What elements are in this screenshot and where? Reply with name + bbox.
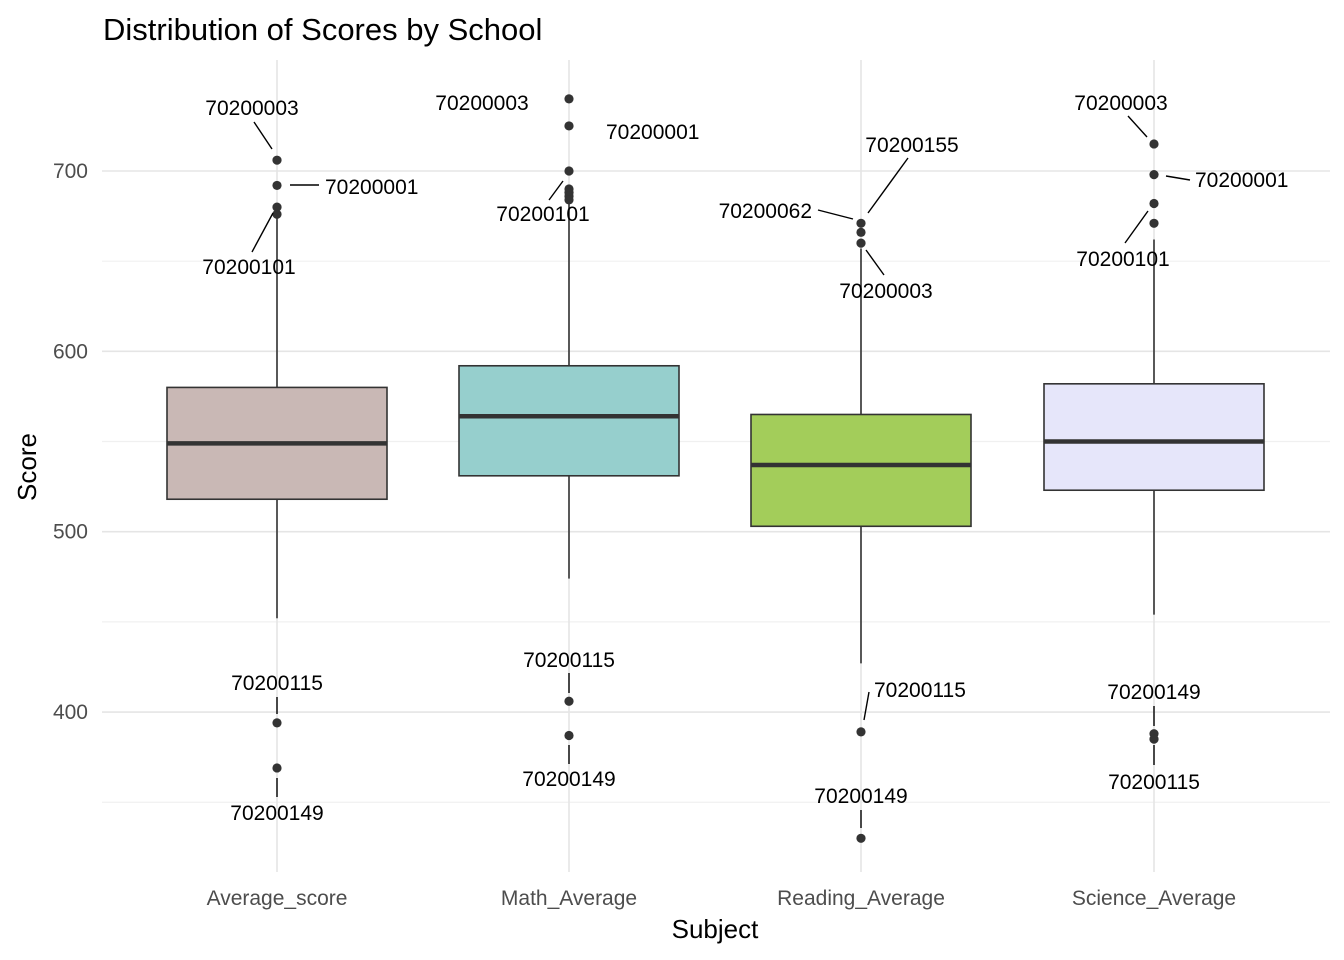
outlier-label: 70200149: [814, 785, 907, 808]
outlier-label: 70200115: [231, 672, 323, 695]
outlier-point: [1149, 218, 1159, 228]
outlier-label: 70200003: [839, 280, 932, 303]
outlier-label: 70200115: [874, 679, 966, 702]
outlier-point: [1149, 170, 1159, 180]
outlier-label: 70200101: [202, 256, 295, 279]
box-body: [1043, 383, 1265, 492]
outlier-label: 70200149: [522, 768, 615, 791]
x-tick-label: Reading_Average: [777, 887, 945, 910]
outlier-label: 70200115: [523, 649, 615, 672]
label-connector: [863, 691, 870, 721]
y-tick-label: 700: [53, 160, 88, 183]
label-connector: [548, 180, 564, 201]
outlier-label: 70200001: [606, 121, 699, 144]
outlier-point: [272, 209, 282, 219]
outlier-label: 70200003: [435, 92, 528, 115]
outlier-point: [856, 727, 866, 737]
outlier-label: 70200101: [496, 203, 589, 226]
y-tick-label: 400: [53, 701, 88, 724]
x-tick-label: Science_Average: [1072, 887, 1236, 910]
y-tick-label: 600: [53, 340, 88, 363]
label-connector: [253, 121, 273, 150]
outlier-point: [564, 696, 574, 706]
outlier-label: 70200003: [1074, 92, 1167, 115]
outlier-label: 70200062: [719, 200, 812, 223]
box-series: [166, 94, 1265, 843]
outlier-point: [856, 227, 866, 237]
y-axis-title: Score: [12, 433, 42, 501]
x-axis: Average_score Math_Average Reading_Average…: [207, 887, 1237, 910]
label-connector: [251, 212, 274, 253]
label-connector: [865, 249, 885, 276]
outlier-label: 70200155: [865, 134, 958, 157]
y-tick-label: 500: [53, 521, 88, 544]
outlier-point: [1149, 139, 1159, 149]
chart-title: Distribution of Scores by School: [103, 12, 542, 47]
outlier-label: 70200003: [205, 97, 298, 120]
x-tick-label: Math_Average: [501, 887, 637, 910]
outlier-point: [272, 155, 282, 165]
outlier-point: [856, 833, 866, 843]
outlier-point: [856, 238, 866, 248]
outlier-label: 70200115: [1108, 771, 1200, 794]
y-axis: 400 500 600 700: [53, 160, 88, 724]
outlier-point: [272, 180, 282, 191]
label-connector: [1165, 175, 1191, 181]
outlier-point: [856, 218, 866, 228]
outlier-point: [1149, 198, 1159, 209]
outlier-label: 70200001: [1195, 169, 1288, 192]
outlier-point: [564, 94, 574, 104]
outlier-point: [564, 121, 574, 131]
label-connector: [1124, 210, 1149, 244]
x-tick-label: Average_score: [207, 887, 348, 910]
outlier-point: [272, 202, 282, 212]
outlier-labels: 70200003 70200001 70200101 70200115 70200149…: [202, 92, 1288, 828]
outlier-label: 70200149: [230, 802, 323, 825]
outlier-point: [1149, 734, 1159, 744]
label-connector: [867, 157, 909, 214]
box-body: [458, 364, 680, 477]
label-connector: [817, 209, 854, 220]
outlier-label: 70200001: [325, 176, 418, 199]
outlier-label: 70200101: [1076, 248, 1169, 271]
box-body: [750, 413, 972, 528]
outlier-point: [564, 166, 574, 176]
outlier-label: 70200149: [1107, 681, 1200, 704]
x-axis-title: Subject: [672, 914, 759, 944]
outlier-point: [272, 718, 282, 728]
outlier-point: [564, 195, 574, 205]
outlier-point: [272, 763, 282, 773]
label-connector: [1127, 115, 1148, 138]
outlier-point: [564, 730, 574, 741]
